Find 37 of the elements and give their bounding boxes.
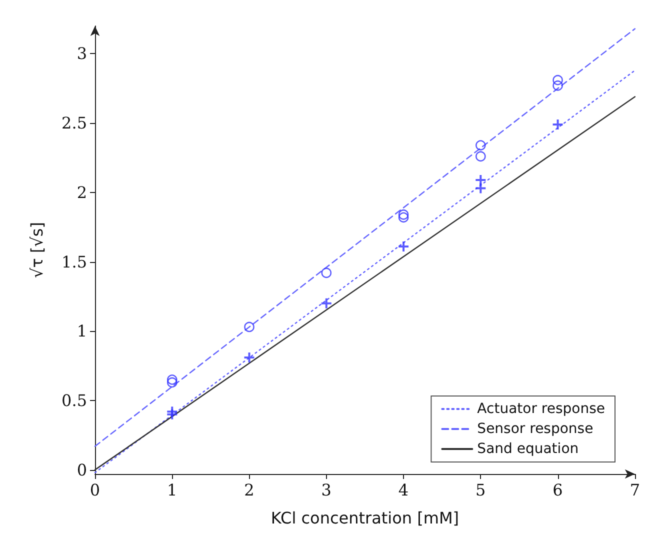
- point: [244, 322, 254, 332]
- y-tick-label: 2.5: [62, 114, 87, 133]
- x-tick-label: 1: [167, 480, 178, 500]
- x-tick-label: 5: [476, 480, 486, 500]
- point: [476, 174, 486, 185]
- x-tick-label: 2: [244, 480, 254, 500]
- x-tick-label: 7: [630, 480, 640, 500]
- legend-label: Sand equation: [477, 441, 579, 457]
- y-tick-label: 1.5: [62, 252, 87, 272]
- point: [321, 268, 332, 278]
- point: [552, 119, 563, 130]
- point: [552, 80, 563, 91]
- x-tick-label: 6: [552, 480, 563, 500]
- y-tick-label: 1: [76, 322, 87, 341]
- point: [552, 74, 563, 86]
- point: [244, 352, 254, 362]
- x-tick-label: 0: [90, 480, 100, 500]
- y-axis-title: √τ [√s]: [28, 222, 46, 278]
- point: [166, 377, 178, 388]
- point: [398, 209, 409, 220]
- point: [476, 183, 486, 194]
- x-axis-title: KCl concentration [mM]: [270, 508, 459, 528]
- point: [476, 151, 486, 162]
- point: [167, 406, 178, 417]
- point: [398, 212, 409, 223]
- legend-label: Actuator response: [477, 401, 606, 417]
- point: [398, 242, 409, 252]
- y-tick-label: 2: [76, 182, 87, 202]
- x-tick-label: 3: [321, 480, 332, 500]
- point: [476, 140, 486, 150]
- legend-label: Sensor response: [477, 421, 594, 437]
- y-tick-label: 0.5: [62, 390, 87, 410]
- y-tick-label: 0: [76, 460, 87, 480]
- point: [166, 374, 178, 385]
- x-tick-label: 4: [398, 480, 409, 500]
- point: [321, 298, 332, 308]
- y-tick-label: 3: [76, 44, 87, 64]
